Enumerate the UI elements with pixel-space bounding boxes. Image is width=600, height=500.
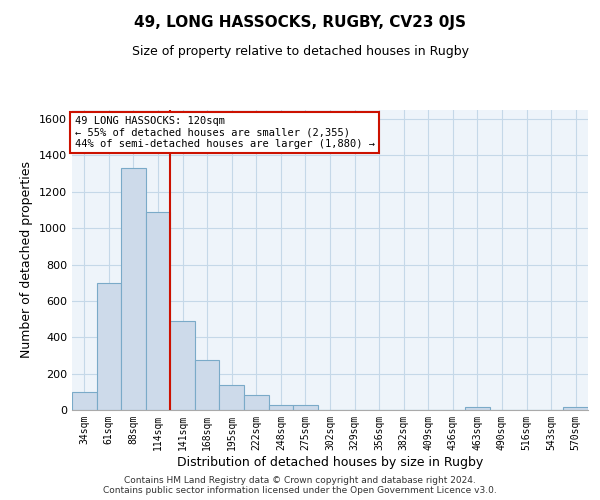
Bar (220, 384, 244, 410)
Bar (121, 168, 146, 410)
Bar (72, 392, 97, 410)
Text: Contains public sector information licensed under the Open Government Licence v3: Contains public sector information licen… (103, 486, 497, 495)
Text: 49, LONG HASSOCKS, RUGBY, CV23 0JS: 49, LONG HASSOCKS, RUGBY, CV23 0JS (134, 15, 466, 30)
Bar (244, 396, 269, 410)
Bar (563, 408, 588, 410)
Y-axis label: Number of detached properties: Number of detached properties (20, 162, 34, 358)
Bar (293, 406, 318, 410)
Bar (146, 212, 170, 410)
Bar (195, 360, 220, 410)
Text: Size of property relative to detached houses in Rugby: Size of property relative to detached ho… (131, 45, 469, 58)
X-axis label: Distribution of detached houses by size in Rugby: Distribution of detached houses by size … (177, 456, 483, 468)
Bar (465, 408, 490, 410)
Text: Contains HM Land Registry data © Crown copyright and database right 2024.: Contains HM Land Registry data © Crown c… (124, 476, 476, 485)
Text: 49 LONG HASSOCKS: 120sqm
← 55% of detached houses are smaller (2,355)
44% of sem: 49 LONG HASSOCKS: 120sqm ← 55% of detach… (74, 116, 374, 149)
Bar (269, 404, 293, 410)
Bar (97, 282, 121, 410)
Bar (170, 321, 195, 410)
